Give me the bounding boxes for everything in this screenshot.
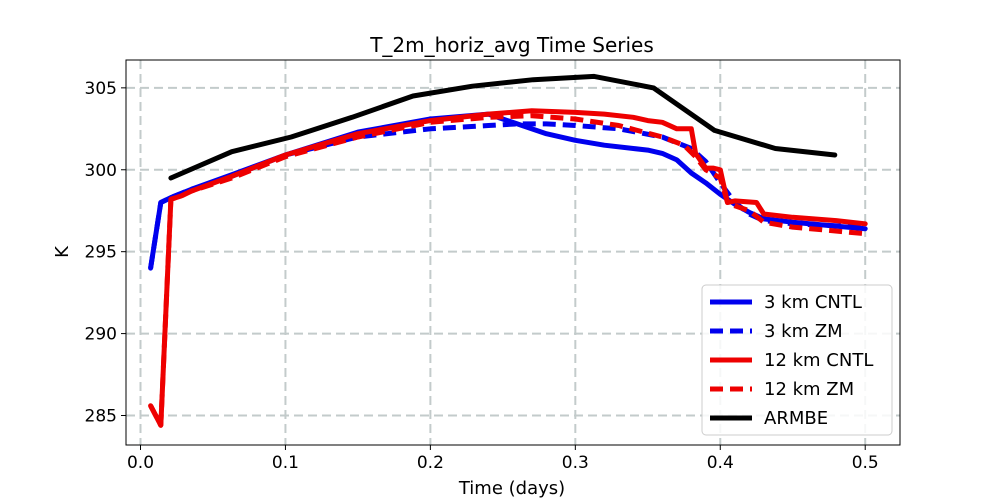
x-tick-label: 0.3 — [562, 453, 589, 473]
legend: 3 km CNTL 3 km ZM 12 km CNTL 12 km ZM ARMBE — [701, 284, 893, 436]
legend-label-3-km-zm: 3 km ZM — [764, 321, 843, 342]
y-tick-label: 305 — [85, 79, 117, 99]
y-tick-label: 290 — [85, 325, 117, 345]
chart-title: T_2m_horiz_avg Time Series — [369, 33, 654, 57]
axis-ticks: 0.0 0.1 0.2 0.3 0.4 0.5 285 290 295 300 305 — [85, 79, 879, 473]
series-line-12-km-cntl — [148, 108, 868, 428]
series-lines — [148, 73, 868, 428]
legend-label-3-km-cntl: 3 km CNTL — [764, 292, 862, 313]
x-axis-label: Time (days) — [458, 478, 565, 499]
x-tick-label: 0.5 — [852, 453, 879, 473]
x-tick-label: 0.0 — [127, 453, 154, 473]
plot-frame — [125, 59, 901, 446]
x-tick-label: 0.2 — [417, 453, 444, 473]
legend-box — [701, 284, 893, 436]
y-tick-label: 285 — [85, 407, 117, 427]
x-tick-label: 0.4 — [707, 453, 734, 473]
y-axis-label: K — [52, 245, 73, 258]
y-tick-label: 295 — [85, 243, 117, 263]
series-line-3-km-cntl — [148, 111, 868, 271]
series-line-armbe — [168, 73, 838, 181]
legend-label-12-km-zm: 12 km ZM — [764, 379, 854, 400]
legend-label-12-km-cntl: 12 km CNTL — [764, 350, 873, 371]
y-tick-label: 300 — [85, 161, 117, 181]
x-tick-label: 0.1 — [272, 453, 299, 473]
series-line-12-km-zm — [148, 113, 866, 428]
legend-label-armbe: ARMBE — [764, 408, 828, 429]
